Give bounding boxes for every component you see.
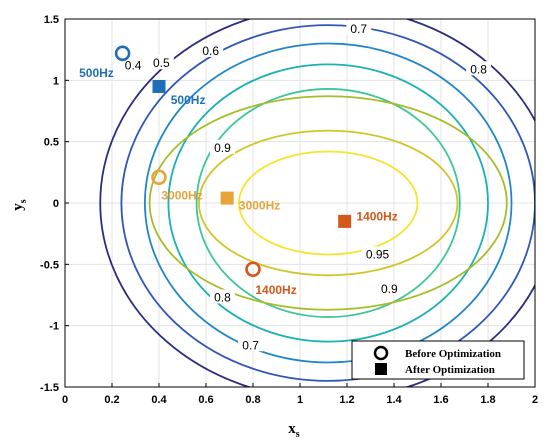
contour-label-bg xyxy=(209,139,235,154)
point-label: 1400Hz xyxy=(356,209,397,223)
contour-label: 0.95 xyxy=(366,248,390,262)
point-before-1400Hz xyxy=(245,261,261,278)
y-tick-label: 0 xyxy=(53,198,59,210)
x-tick-label: 1.8 xyxy=(480,394,495,406)
contour-label: 0.7 xyxy=(350,22,367,36)
contour-labels: 0.4 0.5 0.6 0.7 0.8 0.9 0.95 0.9 0.8 0.7 xyxy=(120,20,492,352)
y-tick-label: -1 xyxy=(49,321,59,333)
legend-marker-after xyxy=(375,363,387,375)
data-points: 500Hz 500Hz 3000Hz 3000Hz 1400Hz 1400Hz xyxy=(79,45,398,297)
point-label: 3000Hz xyxy=(161,189,202,203)
axis-ticks: 0 0.2 0.4 0.6 0.8 1 1.2 1.4 1.6 1.8 2 1.5 1 0.5 0 -0.5 -… xyxy=(40,14,538,406)
contour-label: 0.7 xyxy=(242,338,259,352)
point-label: 500Hz xyxy=(171,93,206,107)
contour-label: 0.8 xyxy=(214,290,231,304)
point-before-3000Hz xyxy=(151,169,167,186)
contour-label: 0.5 xyxy=(153,56,170,70)
x-tick-label: 0.8 xyxy=(245,394,260,406)
point-label: 3000Hz xyxy=(239,198,280,212)
legend-label-after: After Optimization xyxy=(405,364,495,376)
contour-label-bg xyxy=(209,289,235,304)
y-tick-label: -0.5 xyxy=(40,259,59,271)
point-label: 1400Hz xyxy=(255,283,296,297)
x-tick-label: 0.6 xyxy=(198,394,213,406)
contour-label-bg xyxy=(376,280,402,295)
point-label: 500Hz xyxy=(79,66,114,80)
contour-label-bg xyxy=(346,20,372,35)
x-tick-label: 0.4 xyxy=(151,394,167,406)
y-tick-label: 1.5 xyxy=(44,14,59,26)
point-after-3000Hz xyxy=(220,191,234,205)
contour-line-0-8 xyxy=(148,95,508,311)
point-before-500Hz xyxy=(114,45,131,62)
contour-lines xyxy=(99,19,535,387)
contour-label-bg xyxy=(120,57,146,72)
x-tick-label: 2 xyxy=(532,394,538,406)
y-axis-title: ys xyxy=(10,199,29,211)
x-tick-label: 0 xyxy=(62,394,68,406)
point-after-500Hz xyxy=(152,79,166,93)
y-tick-label: 0.5 xyxy=(44,137,59,149)
x-tick-label: 0.2 xyxy=(104,394,119,406)
contour-line-0-3 xyxy=(99,19,535,387)
contour-line-0-5 xyxy=(144,42,513,364)
contour-line-0-9 xyxy=(198,129,459,277)
y-tick-label: -1.5 xyxy=(40,382,59,394)
contour-label-bg xyxy=(466,61,492,76)
x-tick-label: 1.6 xyxy=(433,394,448,406)
x-tick-label: 1.4 xyxy=(386,394,402,406)
y-tick-label: 1 xyxy=(53,75,59,87)
contour-label-bg xyxy=(238,337,264,352)
contour-line-0-6 xyxy=(167,63,489,343)
contour-label: 0.9 xyxy=(381,282,398,296)
point-after-1400Hz xyxy=(338,214,352,228)
x-axis-title: xs xyxy=(288,421,300,440)
contour-line-0-4 xyxy=(120,24,535,382)
contour-label-bg xyxy=(148,55,174,70)
contour-label-bg xyxy=(198,42,224,57)
legend-marker-before xyxy=(373,345,389,361)
contour-label: 0.8 xyxy=(470,62,487,76)
x-tick-label: 1.2 xyxy=(339,394,354,406)
contour-label-bg xyxy=(361,246,394,261)
x-tick-label: 1 xyxy=(297,394,303,406)
contour-label: 0.9 xyxy=(214,141,231,155)
contour-label: 0.6 xyxy=(202,44,219,58)
legend-label-before: Before Optimization xyxy=(405,348,501,360)
contour-line-0-7 xyxy=(195,88,461,318)
legend: Before Optimization After Optimization xyxy=(351,340,525,380)
contour-label: 0.4 xyxy=(125,59,142,73)
contour-line-0-95 xyxy=(238,150,419,256)
